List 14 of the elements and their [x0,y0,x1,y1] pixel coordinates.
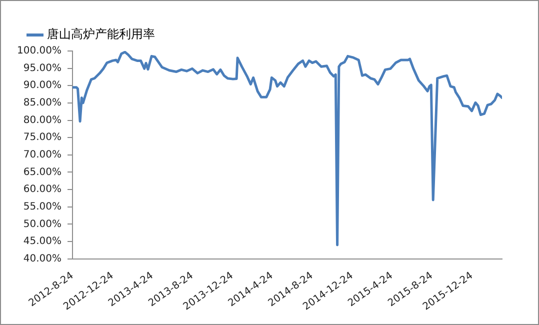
y-tick-label: 85.00% [23,98,62,109]
y-tick-label: 70.00% [23,150,62,161]
y-tick-label: 60.00% [23,184,62,196]
legend-label: 唐山高炉产能利用率 [47,27,155,42]
y-tick-label: 95.00% [23,62,62,74]
y-tick-label: 80.00% [23,114,62,126]
y-tick-label: 75.00% [23,132,62,144]
y-tick-label: 55.00% [23,201,62,212]
y-tick-label: 90.00% [23,80,62,92]
y-tick-label: 65.00% [23,166,62,178]
y-tick-label: 100.00% [16,46,62,57]
y-tick-label: 50.00% [23,218,62,230]
y-tick-label: 40.00% [23,253,62,264]
y-tick-label: 45.00% [23,236,62,248]
